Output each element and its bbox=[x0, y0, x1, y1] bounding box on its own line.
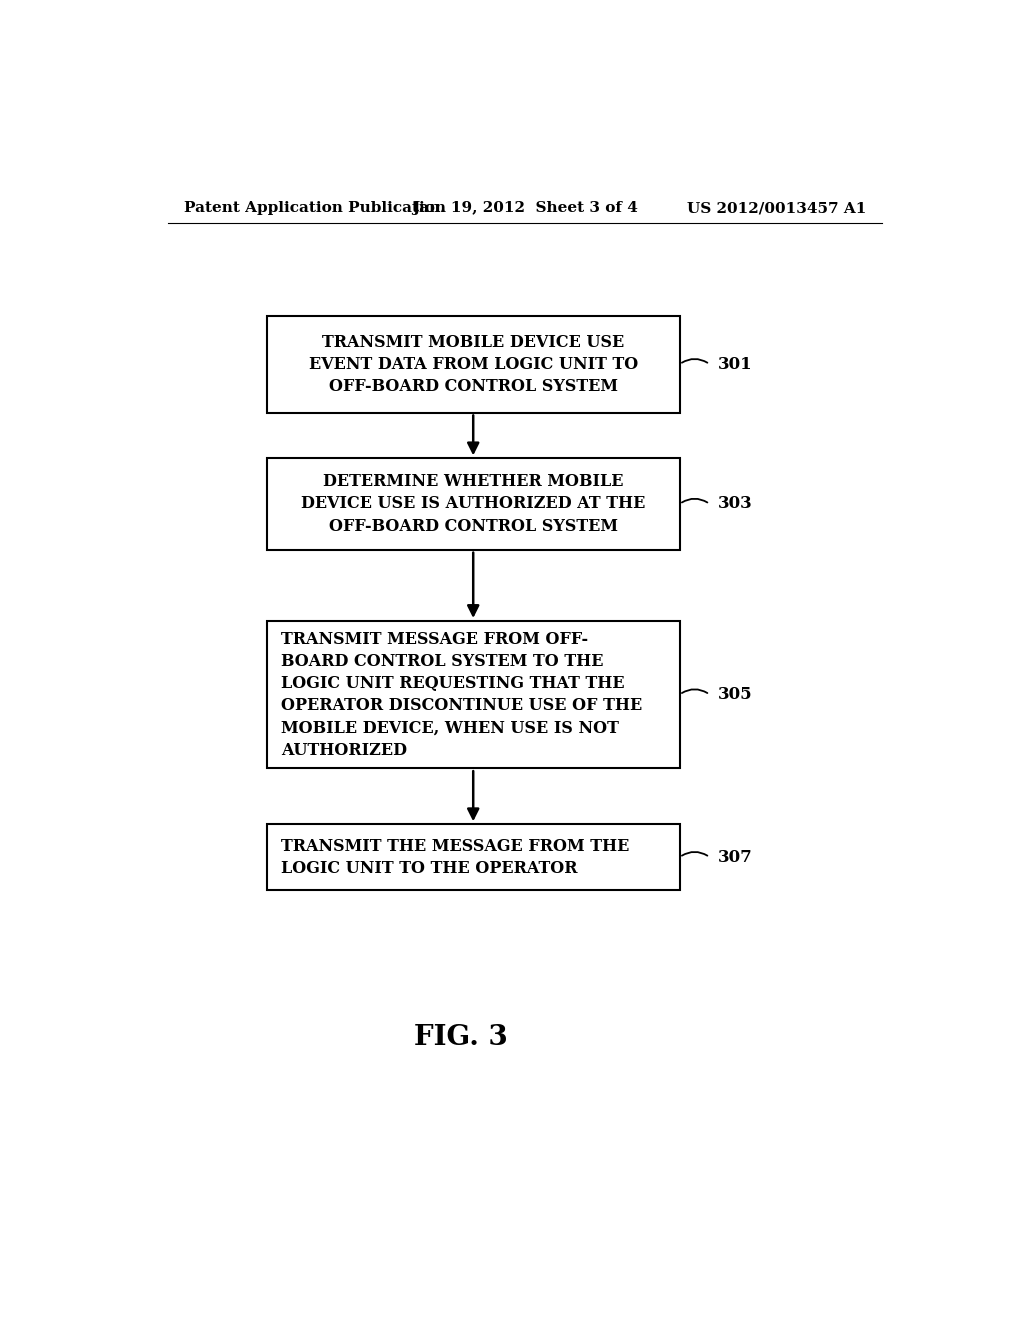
Text: 305: 305 bbox=[718, 686, 753, 704]
Text: US 2012/0013457 A1: US 2012/0013457 A1 bbox=[687, 201, 866, 215]
Text: TRANSMIT THE MESSAGE FROM THE
LOGIC UNIT TO THE OPERATOR: TRANSMIT THE MESSAGE FROM THE LOGIC UNIT… bbox=[282, 838, 630, 876]
Text: Patent Application Publication: Patent Application Publication bbox=[183, 201, 445, 215]
Text: TRANSMIT MESSAGE FROM OFF-
BOARD CONTROL SYSTEM TO THE
LOGIC UNIT REQUESTING THA: TRANSMIT MESSAGE FROM OFF- BOARD CONTROL… bbox=[282, 631, 642, 759]
Text: 303: 303 bbox=[718, 495, 753, 512]
Bar bbox=[267, 458, 680, 549]
Bar bbox=[267, 315, 680, 412]
Bar bbox=[267, 824, 680, 890]
Text: 307: 307 bbox=[718, 849, 753, 866]
Text: TRANSMIT MOBILE DEVICE USE
EVENT DATA FROM LOGIC UNIT TO
OFF-BOARD CONTROL SYSTE: TRANSMIT MOBILE DEVICE USE EVENT DATA FR… bbox=[308, 334, 638, 395]
Text: DETERMINE WHETHER MOBILE
DEVICE USE IS AUTHORIZED AT THE
OFF-BOARD CONTROL SYSTE: DETERMINE WHETHER MOBILE DEVICE USE IS A… bbox=[301, 474, 645, 535]
Text: Jan. 19, 2012  Sheet 3 of 4: Jan. 19, 2012 Sheet 3 of 4 bbox=[412, 201, 638, 215]
Text: FIG. 3: FIG. 3 bbox=[415, 1024, 508, 1051]
Bar bbox=[267, 620, 680, 768]
Text: 301: 301 bbox=[718, 355, 753, 372]
